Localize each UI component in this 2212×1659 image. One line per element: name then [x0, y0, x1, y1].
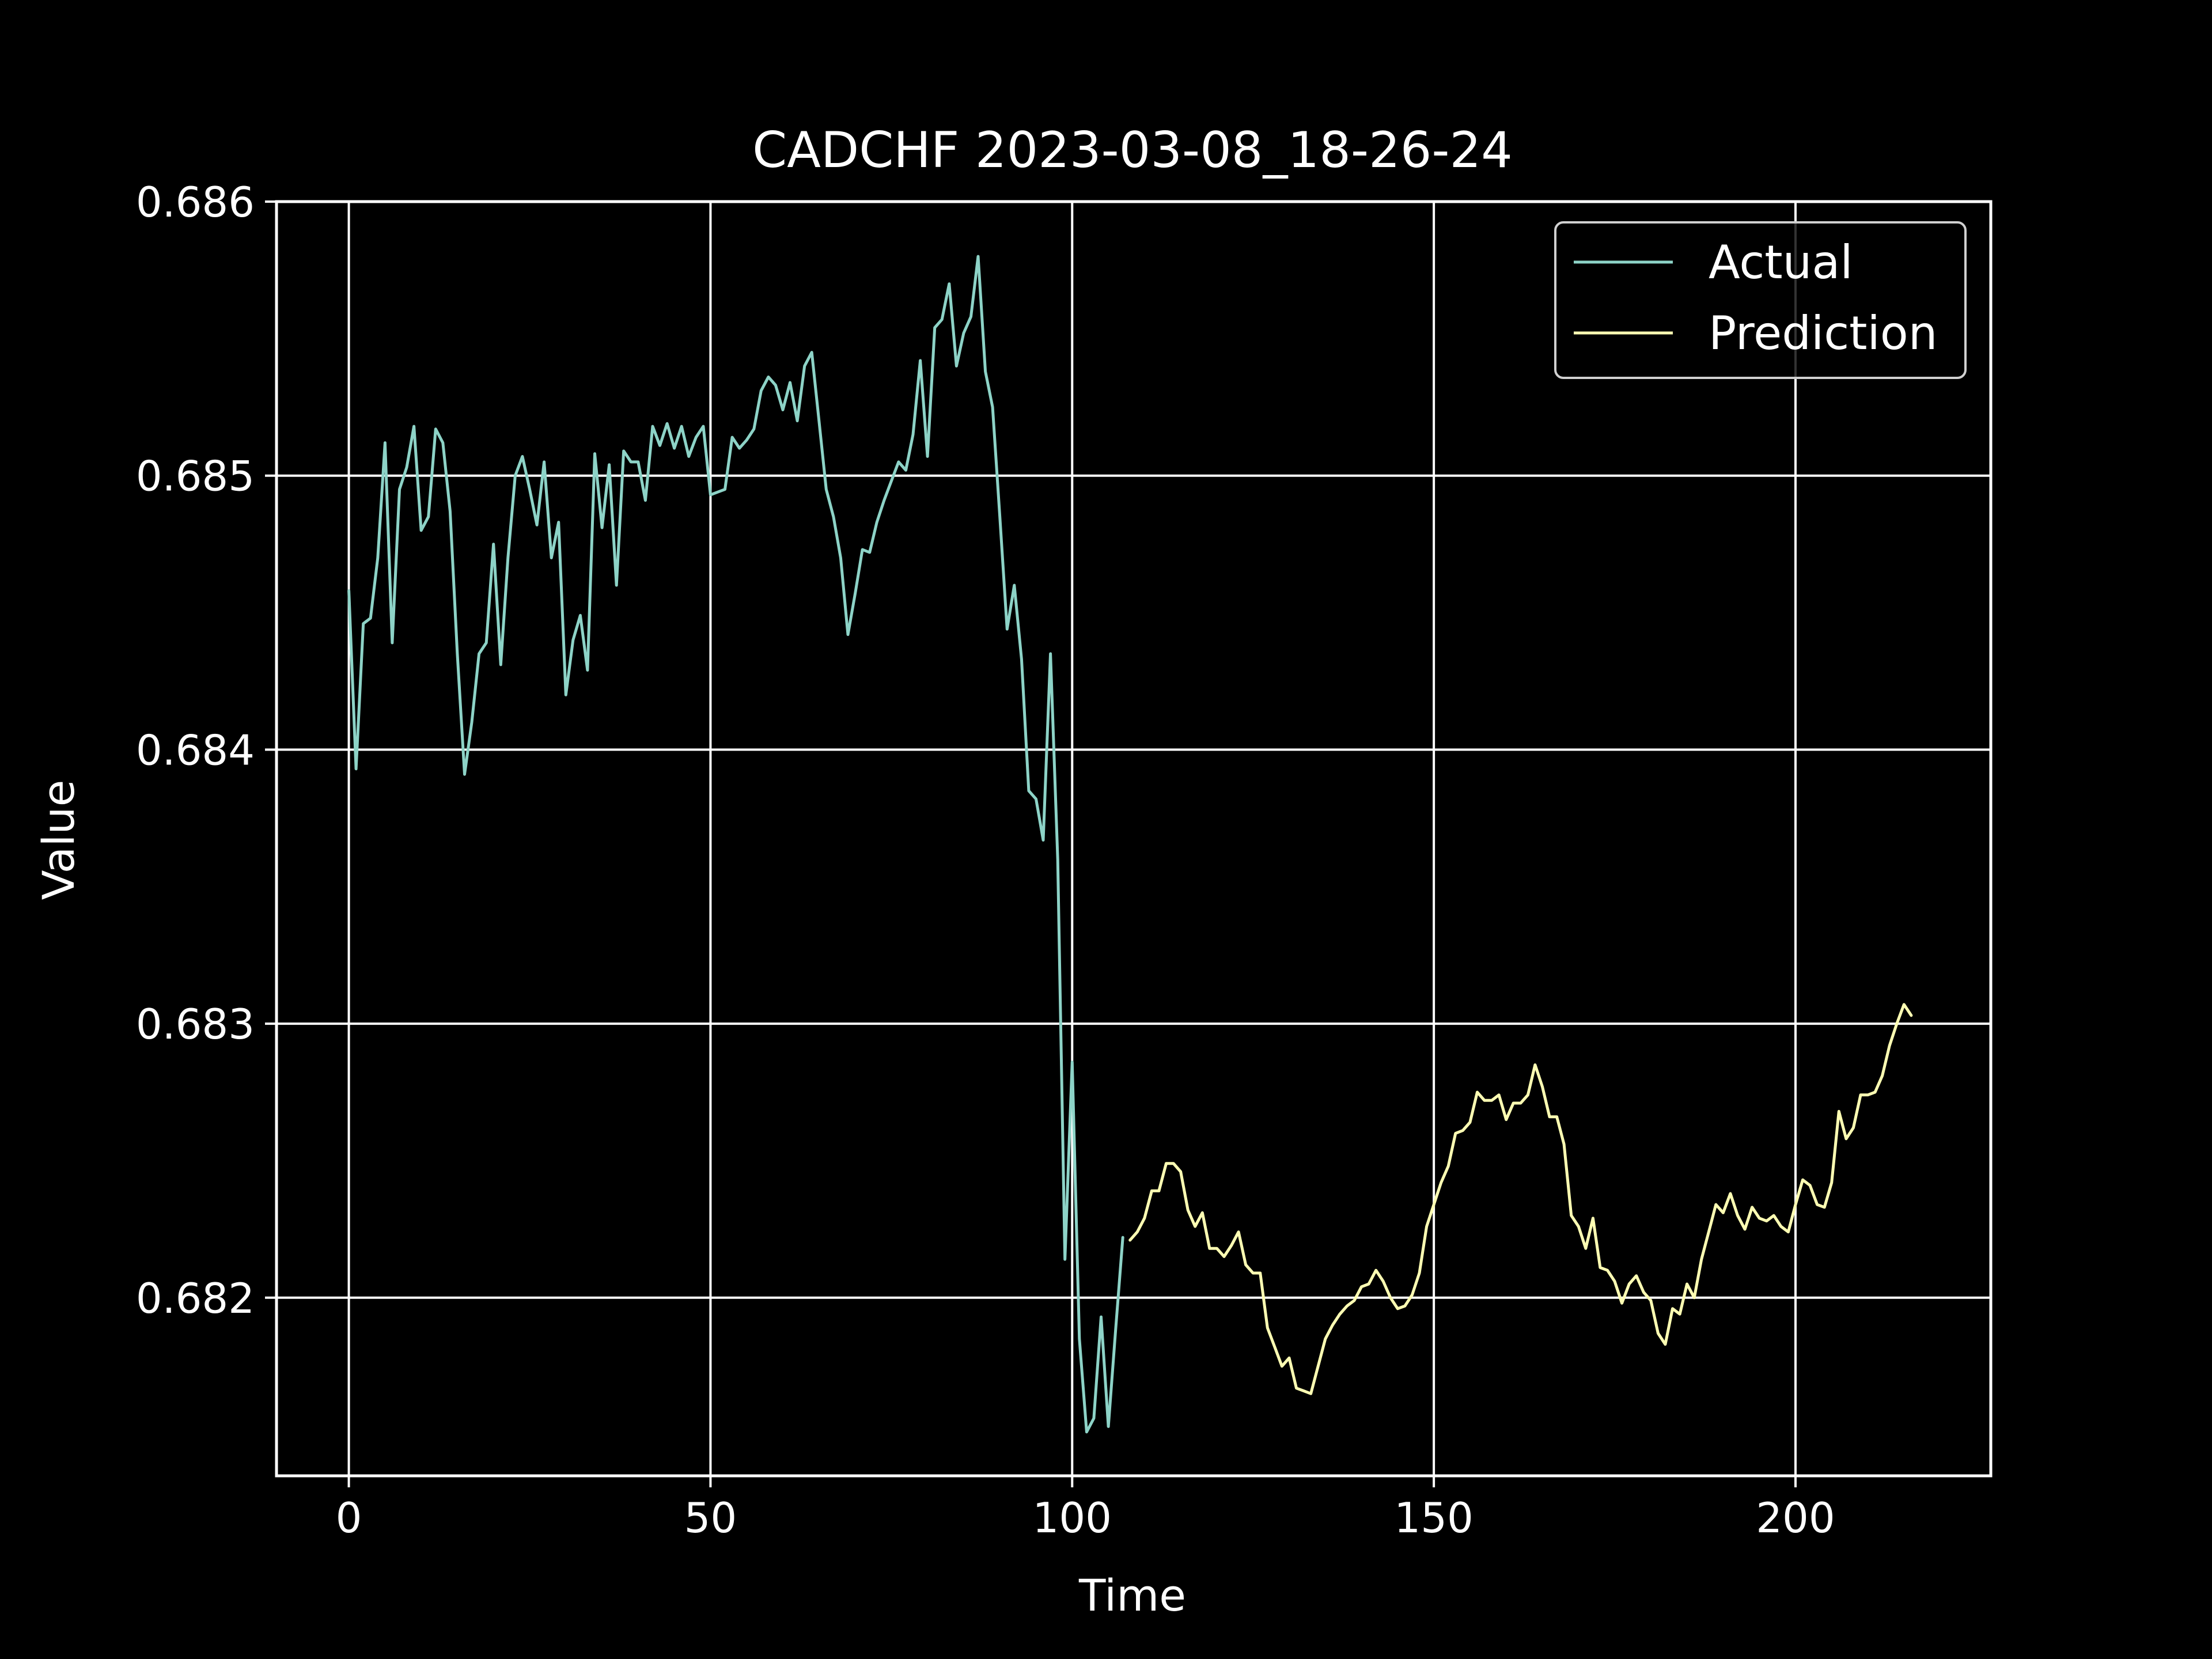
y-tick-label: 0.683	[136, 1000, 255, 1048]
x-tick-label: 200	[1756, 1494, 1835, 1542]
series-line-actual	[347, 255, 1124, 1434]
chart-title: CADCHF 2023-03-08_18-26-24	[752, 122, 1513, 179]
legend: Actual Prediction	[1554, 221, 1967, 379]
y-axis-label: Value	[33, 780, 84, 900]
legend-label-prediction: Prediction	[1709, 306, 1937, 360]
y-tick-label: 0.686	[136, 178, 255, 226]
x-tick-label: 150	[1394, 1494, 1473, 1542]
x-axis-label: Time	[1078, 1570, 1186, 1621]
x-tick-label: 0	[336, 1494, 362, 1542]
x-axis-ticks: 0 50 100 150 200	[336, 1476, 1835, 1542]
y-tick-label: 0.685	[136, 452, 255, 501]
x-tick-label: 50	[684, 1494, 737, 1542]
axes-frame	[275, 200, 1993, 1478]
series-line-prediction	[1128, 1003, 1913, 1395]
y-axis-ticks: 0.682 0.683 0.684 0.685 0.686	[136, 178, 276, 1323]
series-lines	[347, 255, 1913, 1434]
y-tick-label: 0.682	[136, 1274, 255, 1323]
legend-label-actual: Actual	[1709, 236, 1853, 289]
y-tick-label: 0.684	[136, 726, 255, 774]
x-tick-label: 100	[1033, 1494, 1112, 1542]
